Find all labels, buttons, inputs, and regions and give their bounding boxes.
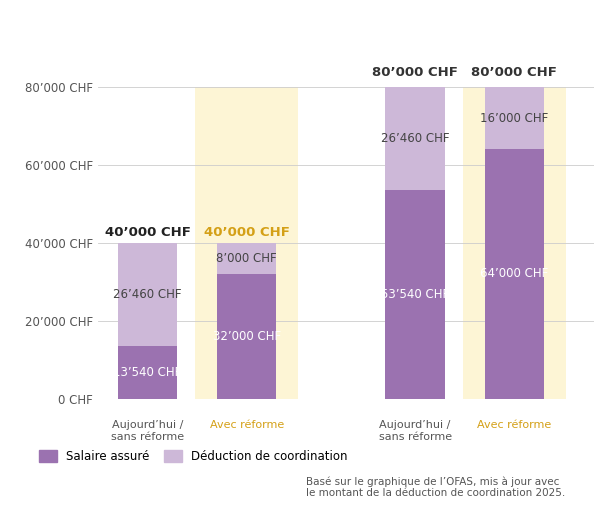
Bar (217, 243, 277, 274)
Legend: Salaire assuré, Déduction de coordination: Salaire assuré, Déduction de coordinatio… (34, 445, 353, 468)
Bar (386, 190, 445, 399)
Bar (463, 87, 566, 399)
Text: 53’540 CHF: 53’540 CHF (381, 288, 449, 301)
Bar (386, 87, 445, 190)
Bar (195, 87, 298, 399)
Text: 26’460 CHF: 26’460 CHF (381, 132, 449, 145)
Text: Basé sur le graphique de l’OFAS, mis à jour avec
le montant de la déduction de c: Basé sur le graphique de l’OFAS, mis à j… (306, 476, 565, 498)
Text: 16’000 CHF: 16’000 CHF (480, 111, 548, 125)
Text: 32’000 CHF: 32’000 CHF (212, 330, 281, 343)
Text: 40’000 CHF: 40’000 CHF (105, 226, 190, 239)
Text: 80’000 CHF: 80’000 CHF (471, 66, 558, 79)
Text: 13’540 CHF: 13’540 CHF (113, 366, 182, 379)
Text: 40’000 CHF: 40’000 CHF (204, 226, 289, 239)
Bar (118, 346, 177, 399)
Bar (217, 274, 277, 399)
Bar (485, 87, 544, 149)
Text: Avec réforme: Avec réforme (209, 420, 284, 430)
Text: 80’000 CHF: 80’000 CHF (372, 66, 458, 79)
Bar (485, 149, 544, 399)
Text: 8’000 CHF: 8’000 CHF (216, 252, 277, 265)
Text: Aujourd’hui /
sans réforme: Aujourd’hui / sans réforme (379, 420, 452, 442)
Bar (118, 243, 177, 346)
Text: 26’460 CHF: 26’460 CHF (113, 288, 182, 301)
Text: Aujourd’hui /
sans réforme: Aujourd’hui / sans réforme (111, 420, 184, 442)
Text: Avec réforme: Avec réforme (477, 420, 551, 430)
Text: 64’000 CHF: 64’000 CHF (480, 267, 548, 281)
